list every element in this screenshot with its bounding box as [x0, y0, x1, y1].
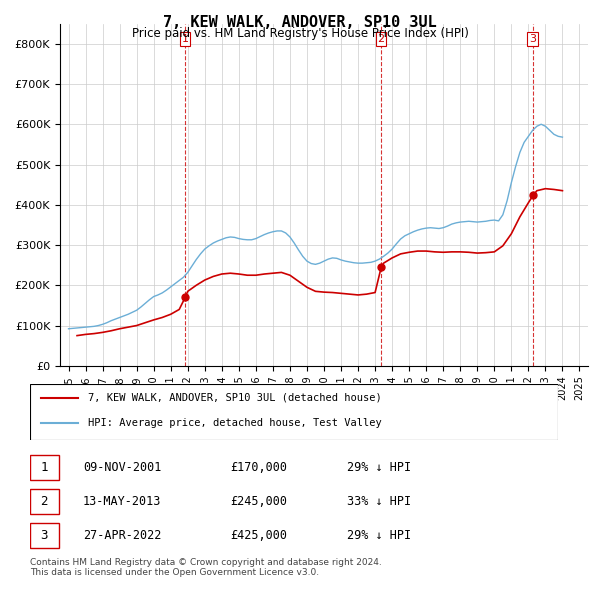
Text: 2: 2 — [377, 34, 385, 44]
Text: 7, KEW WALK, ANDOVER, SP10 3UL: 7, KEW WALK, ANDOVER, SP10 3UL — [163, 15, 437, 30]
FancyBboxPatch shape — [30, 523, 59, 548]
Text: £425,000: £425,000 — [230, 529, 287, 542]
Text: 3: 3 — [41, 529, 48, 542]
Text: 1: 1 — [181, 34, 188, 44]
Text: 27-APR-2022: 27-APR-2022 — [83, 529, 161, 542]
FancyBboxPatch shape — [30, 489, 59, 514]
Text: 29% ↓ HPI: 29% ↓ HPI — [347, 461, 411, 474]
Text: HPI: Average price, detached house, Test Valley: HPI: Average price, detached house, Test… — [88, 418, 382, 428]
Text: Price paid vs. HM Land Registry's House Price Index (HPI): Price paid vs. HM Land Registry's House … — [131, 27, 469, 40]
Text: 09-NOV-2001: 09-NOV-2001 — [83, 461, 161, 474]
FancyBboxPatch shape — [30, 384, 558, 440]
Text: £170,000: £170,000 — [230, 461, 287, 474]
Text: 2: 2 — [41, 495, 48, 508]
Text: 33% ↓ HPI: 33% ↓ HPI — [347, 495, 411, 508]
Text: 13-MAY-2013: 13-MAY-2013 — [83, 495, 161, 508]
Text: Contains HM Land Registry data © Crown copyright and database right 2024.
This d: Contains HM Land Registry data © Crown c… — [30, 558, 382, 577]
Text: 3: 3 — [529, 34, 536, 44]
Text: £245,000: £245,000 — [230, 495, 287, 508]
FancyBboxPatch shape — [30, 455, 59, 480]
Text: 7, KEW WALK, ANDOVER, SP10 3UL (detached house): 7, KEW WALK, ANDOVER, SP10 3UL (detached… — [88, 392, 382, 402]
Text: 29% ↓ HPI: 29% ↓ HPI — [347, 529, 411, 542]
Text: 1: 1 — [41, 461, 48, 474]
